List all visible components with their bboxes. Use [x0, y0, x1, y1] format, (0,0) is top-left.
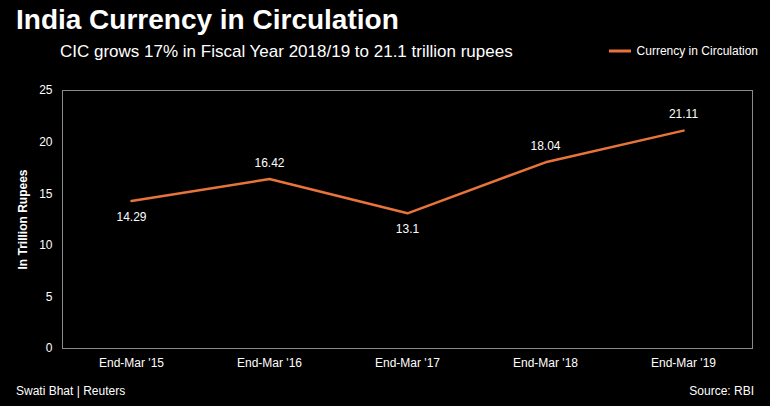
- svg-text:20: 20: [39, 135, 53, 149]
- svg-text:0: 0: [46, 341, 53, 355]
- svg-text:13.1: 13.1: [396, 222, 420, 236]
- svg-text:21.11: 21.11: [669, 107, 698, 121]
- svg-text:End-Mar '19: End-Mar '19: [651, 356, 716, 370]
- svg-text:14.29: 14.29: [116, 210, 146, 224]
- svg-text:18.04: 18.04: [530, 139, 560, 153]
- svg-text:End-Mar '17: End-Mar '17: [375, 356, 440, 370]
- html-text:Swati Bhat | Reuters: Swati Bhat | Reuters: [16, 384, 126, 398]
- svg-text:End-Mar '15: End-Mar '15: [99, 356, 164, 370]
- html-text:India Currency in Circulation: India Currency in Circulation: [16, 4, 399, 35]
- svg-text:16.42: 16.42: [254, 156, 284, 170]
- svg-text:15: 15: [39, 187, 53, 201]
- html-text:CIC grows 17% in Fiscal Year 2: CIC grows 17% in Fiscal Year 2018/19 to …: [60, 42, 513, 61]
- html-text:Source: RBI: Source: RBI: [689, 384, 754, 398]
- svg-text:25: 25: [39, 83, 53, 97]
- svg-text:End-Mar '16: End-Mar '16: [237, 356, 302, 370]
- svg-text:End-Mar '18: End-Mar '18: [513, 356, 578, 370]
- html-text:Currency in Circulation: Currency in Circulation: [636, 44, 758, 58]
- svg-text:10: 10: [39, 238, 53, 252]
- svg-text:5: 5: [46, 290, 53, 304]
- svg-text:In Trillion Rupees: In Trillion Rupees: [16, 169, 30, 269]
